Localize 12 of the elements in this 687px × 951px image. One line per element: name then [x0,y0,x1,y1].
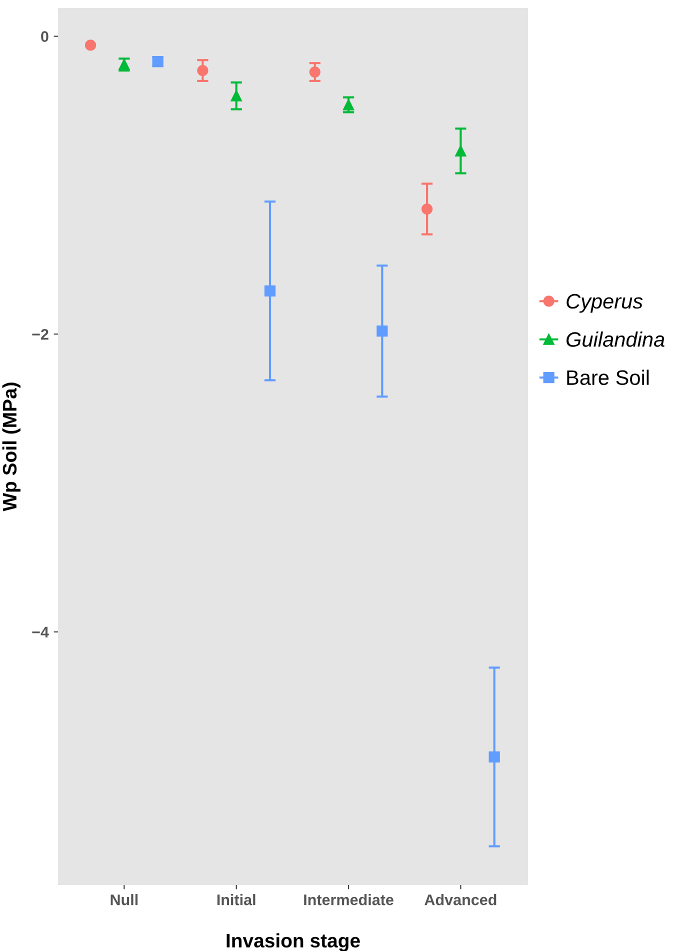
x-axis-title: Invasion stage [226,933,360,951]
legend-label: Bare Soil [567,370,649,386]
y-tick-label: −2 [32,328,48,340]
y-tick-label: 0 [41,31,48,42]
legend-label: Cyperus [566,294,643,313]
legend-label: Guilandina [566,332,664,347]
x-tick-label: Advanced [424,894,496,906]
y-tick-label: −4 [32,626,49,638]
y-axis-title: Wp Soil (MPa) [2,382,20,512]
x-tick-label: Initial [217,894,256,906]
x-tick-label: Intermediate [304,894,394,906]
x-tick-label: Null [110,894,138,906]
